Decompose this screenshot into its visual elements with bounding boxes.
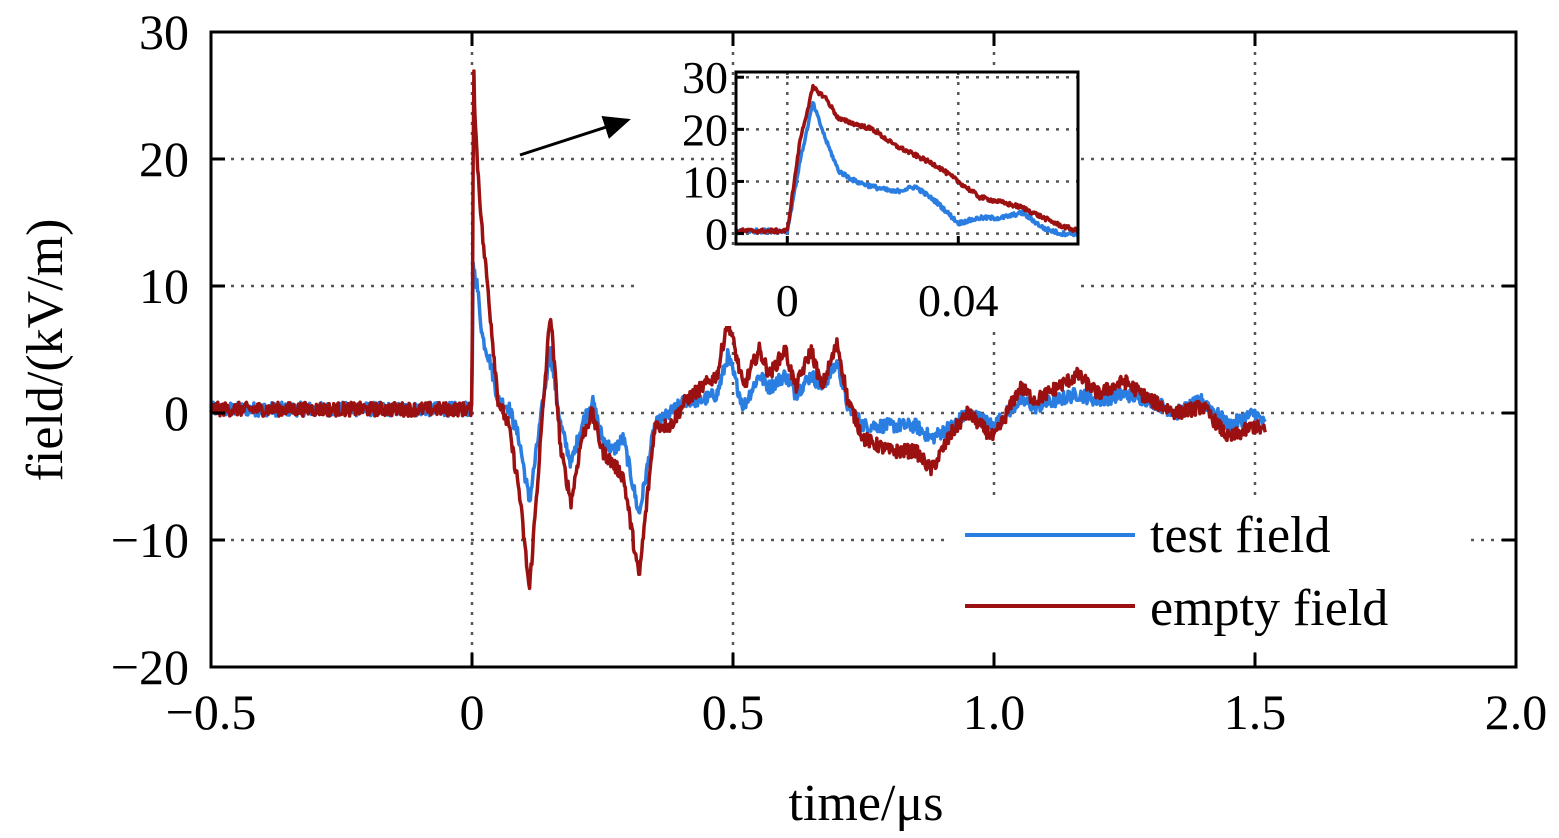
x-tick-label: 1.0 bbox=[963, 684, 1026, 740]
y-tick-label: 0 bbox=[164, 385, 189, 441]
legend-label-test-field: test field bbox=[1150, 507, 1331, 564]
legend: test field empty field bbox=[950, 495, 1470, 645]
y-tick-label: 0 bbox=[705, 209, 728, 260]
inset-frame bbox=[734, 70, 1080, 246]
y-tick-label: −20 bbox=[111, 639, 189, 695]
x-tick-label: 0.04 bbox=[918, 275, 999, 326]
x-tick-label: −0.5 bbox=[166, 684, 257, 740]
x-tick-label: 0 bbox=[776, 275, 799, 326]
y-tick-label: 30 bbox=[139, 4, 189, 60]
x-tick-label: 2.0 bbox=[1485, 684, 1548, 740]
x-axis-label: time/μs bbox=[789, 775, 944, 832]
y-tick-label: 10 bbox=[682, 156, 728, 207]
x-tick-label: 0.5 bbox=[702, 684, 765, 740]
series-line-empty-field bbox=[734, 83, 1080, 235]
y-tick-label: 20 bbox=[139, 131, 189, 187]
main-series bbox=[209, 69, 1268, 591]
y-tick-label: −10 bbox=[111, 512, 189, 568]
x-tick-label: 0 bbox=[460, 684, 485, 740]
legend-background bbox=[950, 495, 1470, 645]
plot-frame bbox=[209, 30, 1518, 669]
inset-series bbox=[734, 83, 1080, 238]
y-tick-label: 10 bbox=[139, 258, 189, 314]
y-tick-label: 30 bbox=[682, 52, 728, 103]
inset-label-mask bbox=[636, 246, 1076, 326]
inset-grid bbox=[736, 72, 1078, 244]
y-tick-label: 20 bbox=[682, 104, 728, 155]
y-axis-label: field/(kV/m) bbox=[17, 219, 74, 482]
inset-pointer-arrow bbox=[519, 115, 631, 157]
x-tick-label: 1.5 bbox=[1224, 684, 1287, 740]
series-line-empty-field bbox=[209, 69, 1268, 591]
legend-label-empty-field: empty field bbox=[1150, 580, 1388, 637]
